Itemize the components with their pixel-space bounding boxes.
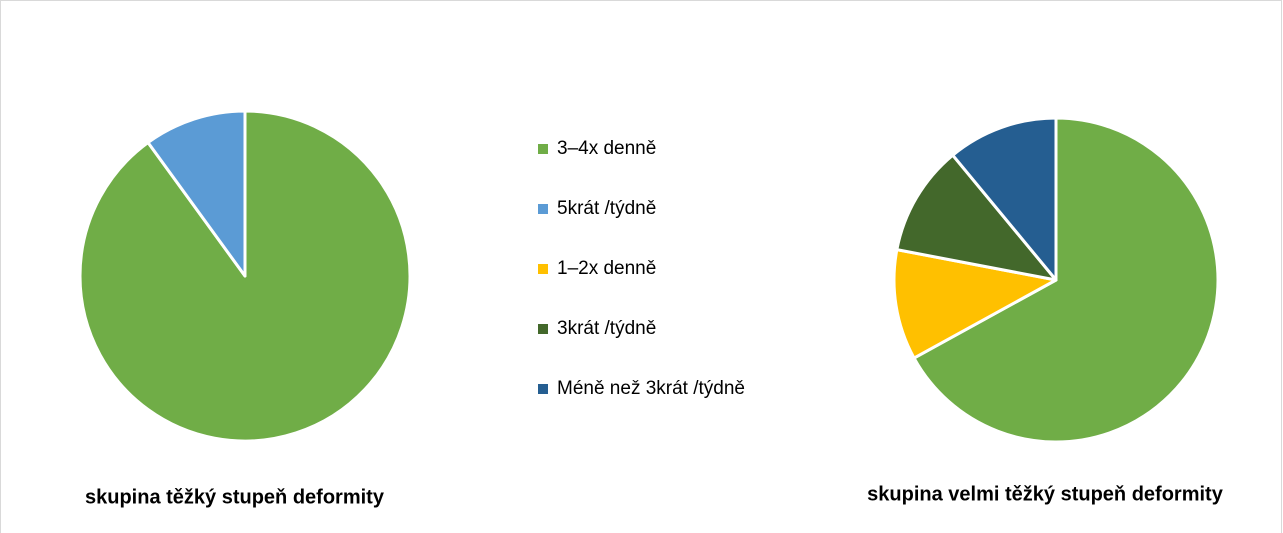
pie-slice [912,116,1220,444]
legend-swatch [538,384,548,394]
legend-label: Méně než 3krát /týdně [557,378,745,399]
chart-title: skupina těžký stupeň deformity [85,486,385,508]
legend-swatch [538,324,548,334]
legend-swatch [538,204,548,214]
chart-title: skupina velmi těžký stupeň deformity [867,483,1224,505]
pie-slice [895,153,1058,282]
pie-slice [892,248,1058,360]
legend-label: 3–4x denně [557,138,656,159]
legend-swatch [538,264,548,274]
legend-label: 3krát /týdně [557,318,656,339]
legend-label: 1–2x denně [557,258,656,279]
pie-slice [951,116,1058,282]
legend-label: 5krát /týdně [557,198,656,219]
legend-swatch [538,144,548,154]
pie-slice [146,109,247,278]
